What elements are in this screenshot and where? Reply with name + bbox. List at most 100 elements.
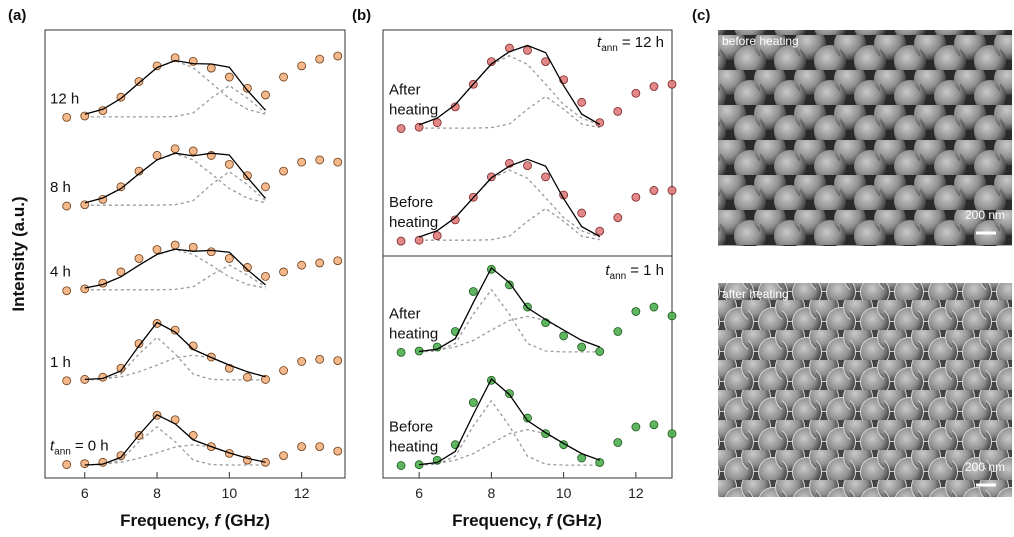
data-point <box>469 288 477 296</box>
image-label: before heating <box>722 34 799 48</box>
x-axis-title: Frequency, f (GHz) <box>452 511 602 530</box>
panel-label: (c) <box>692 7 710 24</box>
data-point <box>334 52 342 60</box>
curve-label: 8 h <box>50 179 71 196</box>
fit-component <box>85 445 266 465</box>
panel-label: (b) <box>352 7 371 24</box>
curve-label: heating <box>389 325 438 342</box>
data-point <box>397 348 405 356</box>
fit-component <box>419 430 600 465</box>
curve-label: After <box>389 82 421 99</box>
x-axis-title: Frequency, f (GHz) <box>120 511 270 530</box>
data-point <box>316 55 324 63</box>
fit-component <box>419 170 600 237</box>
data-point <box>261 272 269 280</box>
plot-frame <box>45 30 345 478</box>
data-point <box>63 202 71 210</box>
x-axis-title-part: (GHz) <box>552 511 602 530</box>
label-text: = 0 h <box>75 438 109 455</box>
data-point <box>614 438 622 446</box>
data-point <box>650 421 658 429</box>
fit-component <box>85 86 266 117</box>
data-point <box>298 443 306 451</box>
data-point <box>632 423 640 431</box>
fit-component <box>85 427 266 465</box>
data-point <box>397 125 405 133</box>
data-point <box>81 460 89 468</box>
data-point <box>225 160 233 168</box>
x-tick-label: 12 <box>628 485 644 501</box>
fit-component <box>85 355 266 379</box>
data-point <box>261 183 269 191</box>
fit-line <box>85 153 266 203</box>
data-point <box>316 443 324 451</box>
x-tick-label: 6 <box>415 485 423 501</box>
label-text: 8 h <box>50 179 71 196</box>
data-point <box>63 113 71 121</box>
fit-component <box>419 96 600 128</box>
data-point <box>280 268 288 276</box>
data-point <box>397 237 405 245</box>
fit-line <box>85 249 266 288</box>
micrograph-panel: (c) before heating 200 nm after heating … <box>692 7 1012 497</box>
curve-label: tann= 12 h <box>597 34 664 54</box>
fit-line <box>419 45 600 125</box>
x-tick-label: 10 <box>222 485 238 501</box>
page: {"chart_data": [ {"type": "scatter", "pa… <box>0 0 1014 532</box>
label-text: 4 h <box>50 264 71 281</box>
data-point <box>135 254 143 262</box>
figure: (c) before heating 200 nm after heating … <box>0 0 1014 532</box>
curve-label: Before <box>389 194 433 211</box>
data-point <box>316 355 324 363</box>
data-point <box>614 214 622 222</box>
x-axis-title-part: Frequency, <box>120 511 214 530</box>
data-point <box>171 145 179 153</box>
data-point <box>632 308 640 316</box>
label-text: 1 h <box>50 354 71 371</box>
data-point <box>63 287 71 295</box>
data-point <box>298 158 306 166</box>
subscript: ann <box>54 447 71 458</box>
scale-bar-label: 200 nm <box>965 460 1005 474</box>
curve-label: 4 h <box>50 264 71 281</box>
data-point <box>298 62 306 70</box>
curve-label: 1 h <box>50 354 71 371</box>
fit-component <box>85 265 266 290</box>
data-point <box>578 343 586 351</box>
data-point <box>334 158 342 166</box>
data-point <box>280 452 288 460</box>
data-point <box>334 257 342 265</box>
data-point <box>298 358 306 366</box>
data-point <box>524 162 532 170</box>
data-point <box>316 156 324 164</box>
data-point <box>433 119 441 127</box>
data-point <box>280 73 288 81</box>
curve-label: heating <box>389 102 438 119</box>
curve-label: Before <box>389 419 433 436</box>
data-point <box>243 373 251 381</box>
data-point <box>415 236 423 244</box>
y-axis-title: Intensity (a.u.) <box>9 196 28 311</box>
data-point <box>207 64 215 72</box>
data-point <box>469 399 477 407</box>
curve-label: tann= 1 h <box>605 262 664 282</box>
x-tick-label: 6 <box>81 485 89 501</box>
data-point <box>524 46 532 54</box>
fit-component <box>85 250 266 289</box>
data-point <box>560 332 568 340</box>
data-point <box>189 243 197 251</box>
curve-label: tann= 0 h <box>50 438 109 458</box>
data-point <box>261 91 269 99</box>
data-point <box>207 248 215 256</box>
data-point <box>280 366 288 374</box>
data-point <box>632 89 640 97</box>
subscript: ann <box>601 43 618 54</box>
image-label: after heating <box>722 287 789 301</box>
data-point <box>225 73 233 81</box>
fit-line <box>419 159 600 237</box>
data-point <box>334 447 342 455</box>
label-text: = 1 h <box>630 262 664 279</box>
data-point <box>650 303 658 311</box>
panel-label: (a) <box>8 7 26 24</box>
data-point <box>668 312 676 320</box>
